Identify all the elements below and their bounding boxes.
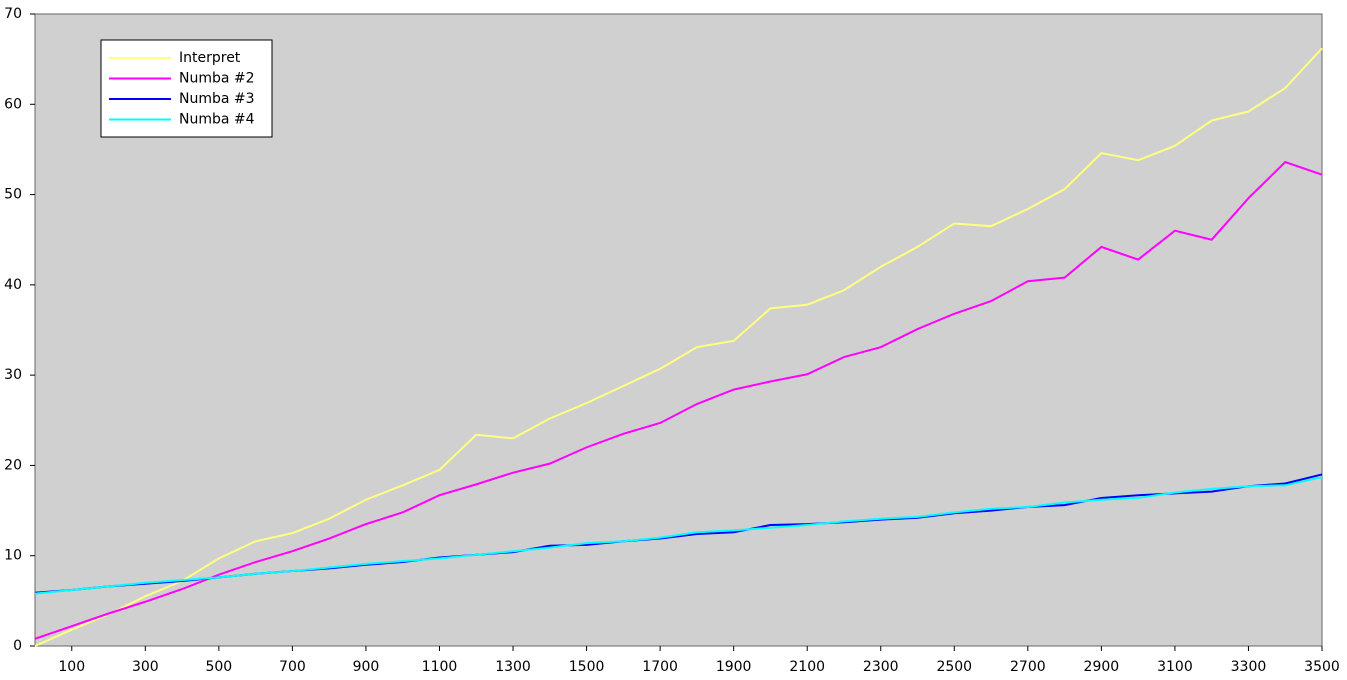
x-tick-label: 3500 — [1304, 659, 1340, 675]
y-tick-label: 30 — [4, 367, 22, 383]
y-tick-label: 20 — [4, 457, 22, 473]
x-tick-label: 1900 — [716, 659, 752, 675]
legend-label: Interpret — [179, 50, 241, 66]
legend: Interpret Numba #2 Numba #3 Numba #4 — [100, 39, 273, 138]
y-tick-label: 40 — [4, 277, 22, 293]
legend-label: Numba #3 — [179, 91, 255, 107]
legend-box — [100, 39, 273, 138]
x-tick-label: 700 — [279, 659, 306, 675]
x-tick-label: 300 — [132, 659, 159, 675]
x-tick-label: 3100 — [1157, 659, 1193, 675]
x-tick-label: 2500 — [936, 659, 972, 675]
series-line — [34, 476, 1323, 595]
y-tick-label: 60 — [4, 96, 22, 112]
x-tick-label: 2700 — [1010, 659, 1046, 675]
x-tick-label: 1700 — [642, 659, 678, 675]
series-line — [34, 160, 1323, 640]
series-line — [34, 47, 1323, 647]
x-tick-label: 500 — [205, 659, 232, 675]
x-tick-label: 2100 — [789, 659, 825, 675]
x-tick-label: 2300 — [863, 659, 899, 675]
x-tick-label: 1100 — [422, 659, 458, 675]
y-tick-label: 10 — [4, 548, 22, 564]
x-tick-label: 900 — [353, 659, 380, 675]
x-tick-label: 3300 — [1231, 659, 1267, 675]
x-tick-label: 100 — [58, 659, 85, 675]
y-tick-label: 0 — [13, 638, 22, 654]
y-tick-label: 50 — [4, 187, 22, 203]
legend-label: Numba #2 — [179, 71, 255, 87]
x-tick-label: 1300 — [495, 659, 531, 675]
legend-label: Numba #4 — [179, 112, 255, 128]
x-tick-label: 2900 — [1084, 659, 1120, 675]
x-tick-label: 1500 — [569, 659, 605, 675]
y-tick-label: 70 — [4, 6, 22, 22]
